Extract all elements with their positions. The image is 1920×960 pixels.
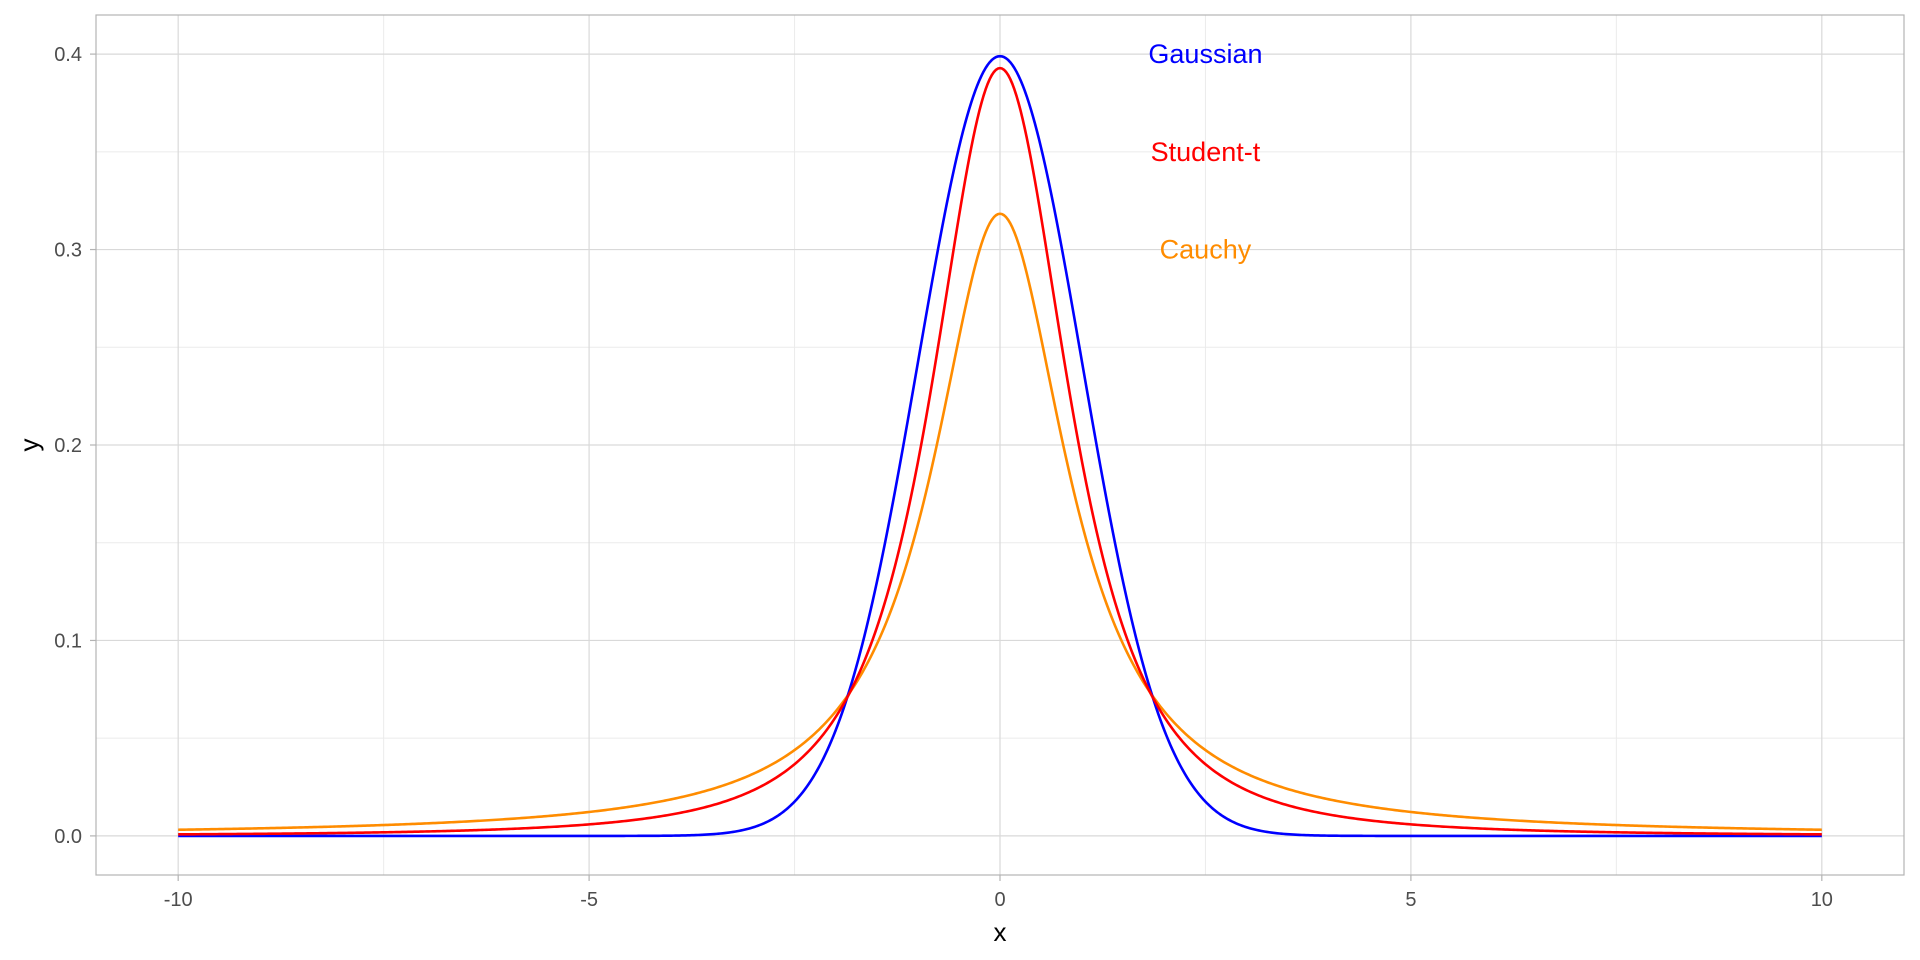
x-axis-title: x — [994, 917, 1007, 947]
x-axis-ticks: -10 -5 0 5 10 — [164, 875, 1833, 911]
major-grid — [96, 15, 1904, 875]
series-label-gaussian: Gaussian — [1148, 39, 1262, 69]
y-tick-label: 0.4 — [54, 44, 82, 66]
series-label-cauchy: Cauchy — [1160, 235, 1252, 265]
x-tick-label: 10 — [1811, 889, 1833, 911]
series-line-gaussian — [178, 54, 1822, 838]
series-label-student-t: Student-t — [1151, 137, 1261, 167]
y-tick-label: 0.0 — [54, 826, 82, 848]
x-tick-label: -5 — [580, 889, 598, 911]
x-tick-label: 0 — [994, 889, 1005, 911]
y-tick-label: 0.2 — [54, 435, 82, 457]
x-tick-label: 5 — [1405, 889, 1416, 911]
y-axis-ticks: 0.0 0.1 0.2 0.3 0.4 — [54, 44, 96, 848]
y-tick-label: 0.3 — [54, 240, 82, 262]
series-labels: Gaussian Student-t Cauchy — [1148, 39, 1262, 264]
x-tick-label: -10 — [164, 889, 193, 911]
series-curves — [178, 54, 1822, 838]
y-tick-label: 0.1 — [54, 630, 82, 652]
y-axis-title: y — [14, 439, 44, 452]
series-line-student-t — [178, 66, 1822, 836]
series-line-cauchy — [178, 212, 1822, 832]
